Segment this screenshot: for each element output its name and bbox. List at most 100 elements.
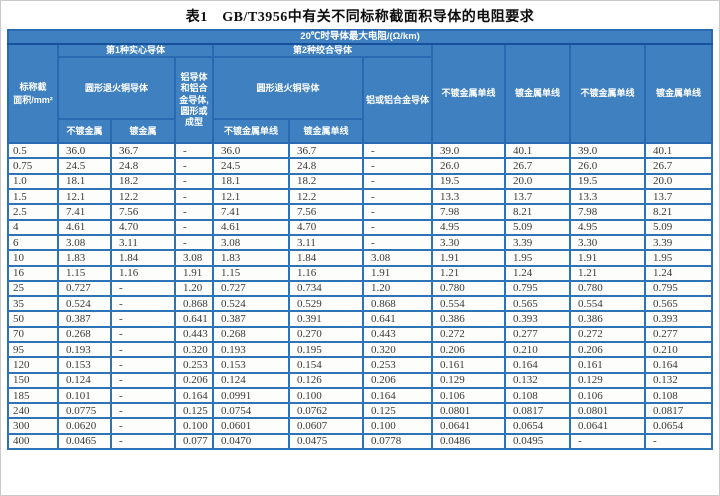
value-cell: 0.0475: [288, 432, 364, 451]
value-cell: 0.206: [569, 340, 646, 359]
value-cell: 0.206: [362, 371, 433, 389]
value-cell: 4.95: [569, 218, 646, 236]
value-cell: 0.0762: [288, 402, 364, 420]
value-cell: 0.443: [174, 325, 214, 344]
value-cell: 0.100: [174, 417, 214, 435]
value-cell: 3.08: [174, 249, 214, 267]
table-body: 0.5 36.0 36.7-36.0 36.7-39.0 40.1 39.0 40.1 0.7…: [7, 142, 714, 451]
value-cell: 0.795: [643, 279, 714, 298]
value-cell: 0.524: [57, 295, 112, 313]
value-cell: 1.84: [110, 249, 176, 267]
value-cell: 0.164: [362, 386, 433, 405]
value-cell: 12.1: [212, 187, 290, 206]
value-cell: 0.386: [431, 310, 506, 328]
value-cell: 20.0: [643, 172, 714, 191]
value-cell: 19.5: [431, 172, 506, 191]
area-header-line2: 面积/mm²: [13, 94, 53, 105]
col9-header: 镀金属单线: [504, 42, 571, 145]
value-cell: 0.272: [431, 325, 506, 344]
table-row: 300 0.0620-0.100 0.0601 0.0607 0.100 0.0641 0.…: [7, 417, 714, 435]
value-cell: 1.84: [288, 249, 364, 267]
value-cell: 4.95: [431, 218, 506, 236]
value-cell: 0.387: [57, 310, 112, 328]
alu1-header: 铝导体和铝合金导体,圆形或成型: [174, 56, 214, 145]
area-cell: 16: [7, 264, 59, 282]
header-row-materials: 圆形退火铜导体 铝导体和铝合金导体,圆形或成型 圆形退火铜导体 铝或铝合金导体: [8, 56, 712, 145]
value-cell: -: [110, 356, 176, 374]
value-cell: 36.0: [57, 142, 112, 160]
value-cell: 19.5: [569, 172, 646, 191]
value-cell: -: [569, 432, 646, 451]
value-cell: 0.0817: [504, 402, 571, 420]
value-cell: 0.124: [212, 371, 290, 389]
value-cell: 0.0754: [212, 402, 290, 420]
value-cell: -: [362, 172, 433, 191]
value-cell: 36.0: [212, 142, 290, 160]
value-cell: 4.61: [212, 218, 290, 236]
value-cell: 0.108: [504, 386, 571, 405]
sub2-header: 镀金属: [110, 118, 176, 145]
value-cell: 0.101: [57, 386, 112, 405]
value-cell: 0.206: [174, 371, 214, 389]
area-cell: 95: [7, 340, 59, 359]
value-cell: 0.0641: [431, 417, 506, 435]
value-cell: 7.41: [57, 203, 112, 221]
value-cell: 0.734: [288, 279, 364, 298]
value-cell: 1.83: [212, 249, 290, 267]
value-cell: 0.0470: [212, 432, 290, 451]
value-cell: -: [110, 295, 176, 313]
table-row: 50 0.387-0.641 0.387 0.391 0.641 0.386 0.393 0.…: [7, 310, 714, 328]
table-row: 400 0.0465-0.077 0.0470 0.0475 0.0778 0.0486 0…: [7, 432, 714, 451]
value-cell: 0.868: [362, 295, 433, 313]
value-cell: -: [110, 432, 176, 451]
value-cell: 7.98: [569, 203, 646, 221]
value-cell: 4.61: [57, 218, 112, 236]
value-cell: 0.077: [174, 432, 214, 451]
value-cell: -: [643, 432, 714, 451]
area-cell: 25: [7, 279, 59, 298]
value-cell: 0.0991: [212, 386, 290, 405]
value-cell: 26.7: [643, 157, 714, 175]
value-cell: -: [362, 157, 433, 175]
value-cell: 3.11: [110, 233, 176, 252]
value-cell: 39.0: [431, 142, 506, 160]
value-cell: 1.91: [174, 264, 214, 282]
value-cell: -: [110, 402, 176, 420]
value-cell: 0.126: [288, 371, 364, 389]
value-cell: 24.5: [57, 157, 112, 175]
value-cell: 0.391: [288, 310, 364, 328]
value-cell: 0.0801: [431, 402, 506, 420]
value-cell: 26.0: [431, 157, 506, 175]
value-cell: 8.21: [504, 203, 571, 221]
area-cell: 4: [7, 218, 59, 236]
value-cell: 0.780: [569, 279, 646, 298]
value-cell: 0.193: [212, 340, 290, 359]
value-cell: 0.529: [288, 295, 364, 313]
alu2-header: 铝或铝合金导体: [362, 56, 433, 145]
group2-header: 第2种绞合导体: [212, 42, 433, 59]
value-cell: 3.30: [431, 233, 506, 252]
value-cell: 0.253: [362, 356, 433, 374]
col10-header: 不镀金属单线: [569, 42, 646, 145]
area-cell: 2.5: [7, 203, 59, 221]
value-cell: 20.0: [504, 172, 571, 191]
unit-header: 20℃时导体最大电阻/(Ω/km): [6, 29, 714, 45]
header-row-unit: 20℃时导体最大电阻/(Ω/km): [6, 29, 714, 45]
value-cell: 1.20: [362, 279, 433, 298]
value-cell: 1.91: [431, 249, 506, 267]
value-cell: 3.08: [57, 233, 112, 252]
area-cell: 50: [7, 310, 59, 328]
value-cell: 0.210: [643, 340, 714, 359]
value-cell: 1.15: [212, 264, 290, 282]
value-cell: 5.09: [643, 218, 714, 236]
value-cell: 0.161: [431, 356, 506, 374]
value-cell: 0.868: [174, 295, 214, 313]
value-cell: 0.393: [504, 310, 571, 328]
col8-header: 不镀金属单线: [431, 42, 506, 145]
value-cell: 0.153: [212, 356, 290, 374]
area-cell: 10: [7, 249, 59, 267]
value-cell: -: [110, 340, 176, 359]
value-cell: 40.1: [643, 142, 714, 160]
copper1-header: 圆形退火铜导体: [57, 56, 176, 121]
group1-header: 第1种实心导体: [57, 42, 214, 59]
